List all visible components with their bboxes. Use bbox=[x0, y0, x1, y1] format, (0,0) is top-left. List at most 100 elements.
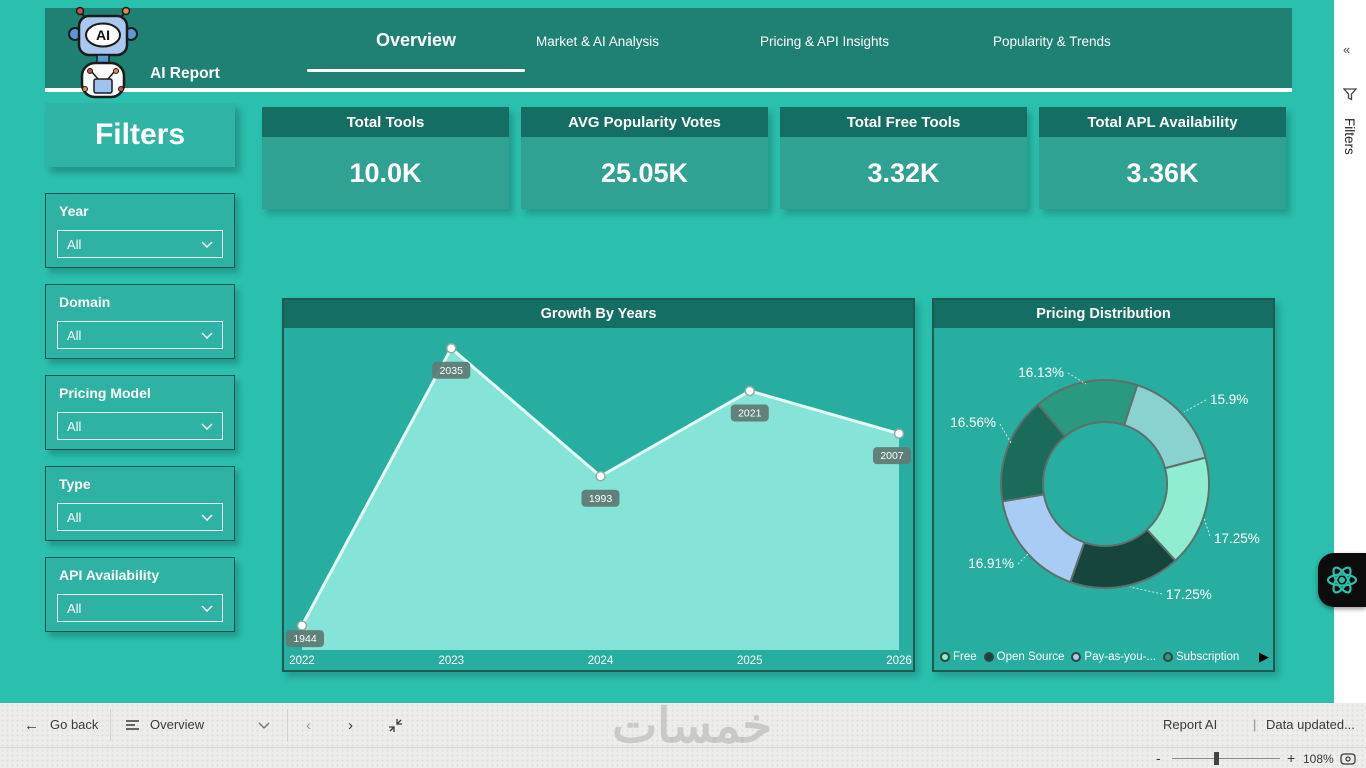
legend-label: Open Source bbox=[996, 651, 1065, 663]
filter-domain: Domain All bbox=[45, 284, 235, 359]
kpi-value: 25.05K bbox=[521, 137, 768, 209]
x-axis-label: 2023 bbox=[438, 655, 464, 667]
go-back-button[interactable]: Go back bbox=[50, 717, 99, 732]
donut-legend: Free Open Source Pay-as-you-... Subscrip… bbox=[940, 649, 1269, 665]
legend-dot bbox=[940, 652, 950, 662]
pricing-model-dropdown[interactable]: All bbox=[57, 412, 223, 440]
label-leader-line bbox=[1017, 553, 1029, 565]
donut-slice[interactable] bbox=[1001, 493, 1086, 584]
filter-year: Year All bbox=[45, 193, 235, 268]
kpi-title: Total Free Tools bbox=[780, 107, 1027, 137]
data-point[interactable] bbox=[744, 385, 755, 397]
kpi-total-free-tools: Total Free Tools 3.32K bbox=[780, 107, 1027, 209]
back-arrow-icon[interactable]: ← bbox=[24, 717, 39, 734]
next-page-button[interactable]: › bbox=[348, 717, 353, 734]
chevron-down-icon[interactable] bbox=[258, 722, 270, 729]
chart-title: Growth By Years bbox=[284, 300, 913, 328]
x-axis-label: 2024 bbox=[588, 655, 614, 667]
chevron-down-icon bbox=[201, 605, 213, 612]
page-list-icon[interactable] bbox=[126, 719, 140, 731]
data-label: 2021 bbox=[738, 407, 762, 419]
domain-dropdown[interactable]: All bbox=[57, 321, 223, 349]
collapse-view-icon[interactable] bbox=[388, 718, 403, 733]
page-selector[interactable]: Overview bbox=[150, 717, 205, 732]
atom-icon bbox=[1326, 566, 1358, 594]
chevron-down-icon bbox=[201, 241, 213, 248]
data-label: 2035 bbox=[440, 365, 464, 377]
data-point[interactable] bbox=[296, 620, 308, 631]
filter-pricing-model: Pricing Model All bbox=[45, 375, 235, 450]
zoom-out-button[interactable]: - bbox=[1156, 750, 1161, 766]
data-point[interactable] bbox=[446, 343, 457, 354]
data-label: 1944 bbox=[293, 633, 317, 645]
status-divider: | bbox=[1253, 717, 1257, 732]
year-dropdown[interactable]: All bbox=[57, 230, 223, 258]
fit-to-screen-icon[interactable] bbox=[1340, 753, 1356, 765]
label-leader-line bbox=[1183, 399, 1207, 413]
filters-rail-title: Filters bbox=[45, 103, 235, 167]
kpi-value: 3.32K bbox=[780, 137, 1027, 209]
pricing-distribution-chart: Pricing Distribution 16.13% 15.9% 17.25% 17… bbox=[932, 298, 1275, 672]
x-axis-label: 2022 bbox=[289, 655, 315, 667]
donut-slice[interactable] bbox=[1000, 403, 1067, 503]
legend-item-pay-as-you[interactable]: Pay-as-you-... bbox=[1071, 651, 1156, 663]
data-label-chip bbox=[873, 447, 911, 465]
data-point[interactable] bbox=[595, 471, 606, 482]
khamsat-watermark: خمسات bbox=[611, 700, 773, 753]
growth-by-years-chart: Growth By Years 1944 2022 2035 2023 1993 2024… bbox=[282, 298, 915, 672]
pane-title-filters: Filters bbox=[1342, 118, 1357, 155]
expand-pane-icon[interactable]: « bbox=[1343, 42, 1351, 57]
kpi-title: Total APL Availability bbox=[1039, 107, 1286, 137]
assistant-floating-button[interactable] bbox=[1318, 553, 1366, 607]
tab-overview[interactable]: Overview bbox=[375, 30, 457, 50]
kpi-value: 10.0K bbox=[262, 137, 509, 209]
top-navbar: AI AI Report Overview Market & AI Analys… bbox=[45, 6, 1292, 99]
filter-funnel-icon bbox=[1343, 88, 1357, 101]
zoom-slider-handle[interactable] bbox=[1214, 752, 1219, 765]
prev-page-button[interactable]: ‹ bbox=[306, 717, 311, 734]
tab-pricing-api-insights[interactable]: Pricing & API Insights bbox=[760, 34, 890, 49]
chevron-down-icon bbox=[201, 332, 213, 339]
legend-item-subscription[interactable]: Subscription bbox=[1163, 651, 1239, 663]
tab-popularity-trends[interactable]: Popularity & Trends bbox=[993, 34, 1111, 49]
bottom-toolbar: ← Go back Overview ‹ › Report AI | Data … bbox=[0, 703, 1366, 768]
data-label: 1993 bbox=[589, 493, 613, 505]
legend-label: Free bbox=[953, 651, 977, 663]
legend-item-open-source[interactable]: Open Source bbox=[983, 651, 1065, 663]
kpi-avg-popularity-votes: AVG Popularity Votes 25.05K bbox=[521, 107, 768, 209]
data-label: 2007 bbox=[880, 450, 904, 462]
legend-dot bbox=[983, 652, 994, 662]
zoom-slider-track[interactable] bbox=[1172, 758, 1280, 759]
slice-percentage-label: 16.91% bbox=[968, 556, 1014, 571]
legend-dot bbox=[1163, 652, 1173, 662]
data-label-chip bbox=[581, 489, 620, 507]
filter-label: Domain bbox=[59, 294, 111, 310]
slice-percentage-label: 16.56% bbox=[950, 415, 996, 430]
ai-robot-logo-icon: AI bbox=[68, 6, 138, 99]
dropdown-value: All bbox=[67, 236, 82, 252]
data-label-chip bbox=[432, 361, 471, 379]
report-name: Report AI bbox=[1163, 717, 1218, 732]
filter-label: Pricing Model bbox=[59, 385, 151, 401]
zoom-in-button[interactable]: + bbox=[1287, 750, 1296, 766]
filter-api-availability: API Availability All bbox=[45, 557, 235, 632]
kpi-title: Total Tools bbox=[262, 107, 509, 137]
svg-text:AI: AI bbox=[96, 27, 110, 43]
type-dropdown[interactable]: All bbox=[57, 503, 223, 531]
donut-chart-plot: 16.13% 15.9% 17.25% 17.25% 16.91% 16.56% bbox=[950, 365, 1260, 602]
legend-next-arrow-icon[interactable]: ▶ bbox=[1259, 649, 1269, 664]
data-point[interactable] bbox=[893, 428, 905, 439]
kpi-total-tools: Total Tools 10.0K bbox=[262, 107, 509, 209]
data-label-chip bbox=[730, 404, 769, 422]
chevron-down-icon bbox=[201, 514, 213, 521]
legend-item-free[interactable]: Free bbox=[940, 651, 977, 663]
zoom-level: 108% bbox=[1303, 752, 1334, 766]
api-availability-dropdown[interactable]: All bbox=[57, 594, 223, 622]
kpi-title: AVG Popularity Votes bbox=[521, 107, 768, 137]
donut-slice[interactable] bbox=[1123, 384, 1207, 470]
filter-type: Type All bbox=[45, 466, 235, 541]
active-tab-underline bbox=[307, 69, 525, 72]
tab-market-ai-analysis[interactable]: Market & AI Analysis bbox=[536, 34, 660, 49]
slice-percentage-label: 16.13% bbox=[1018, 365, 1064, 380]
